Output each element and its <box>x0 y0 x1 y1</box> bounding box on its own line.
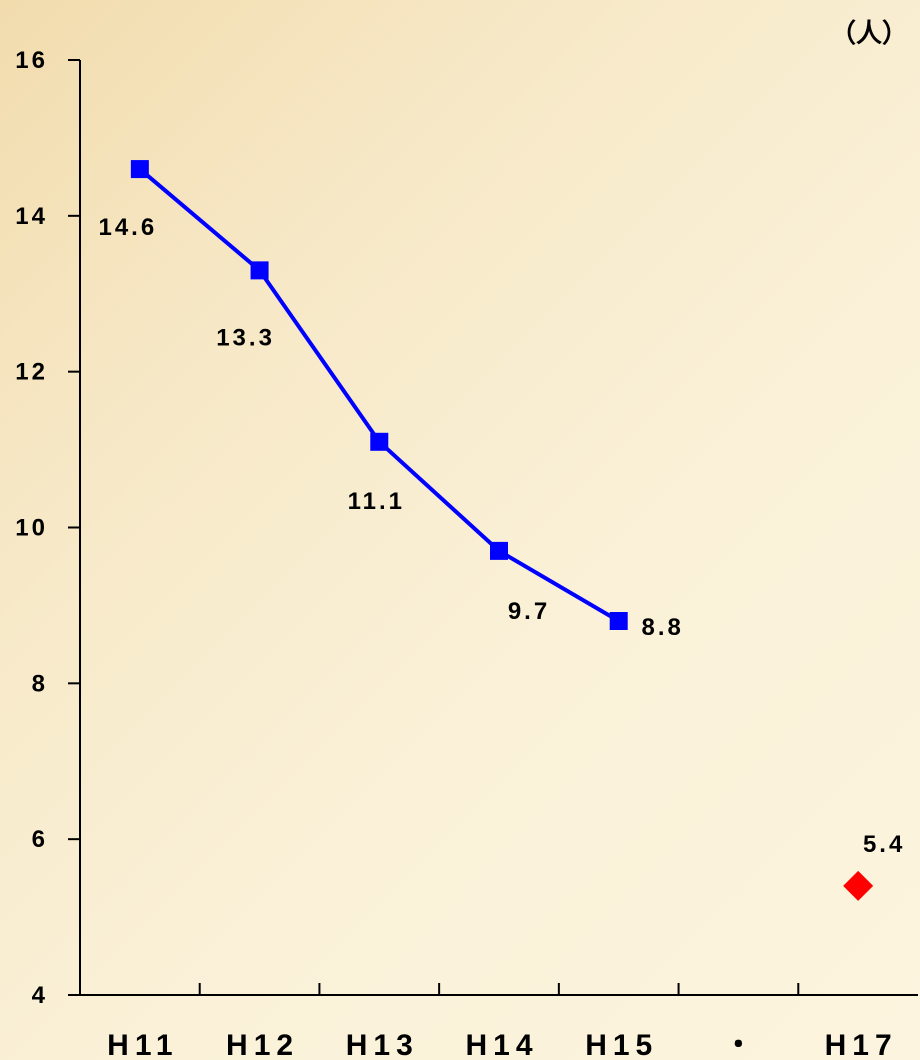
x-axis-ticks: H11 H12 H13 H14 H15 ・ H17 <box>107 983 898 1060</box>
x-tick-label: H15 <box>585 1029 658 1060</box>
x-tick-label: ・ <box>723 1029 759 1060</box>
x-tick-label: H17 <box>825 1029 898 1060</box>
y-axis-ticks: 4 6 8 10 12 14 16 <box>15 47 80 1009</box>
data-point-marker <box>370 432 389 451</box>
data-label: 13.3 <box>216 324 275 351</box>
x-tick-label: H11 <box>107 1029 178 1060</box>
data-label: 14.6 <box>98 214 157 241</box>
series-layer: 14.6 13.3 11.1 9.7 8.8 5.4 <box>98 160 905 901</box>
data-label: 8.8 <box>642 614 684 641</box>
y-tick-label: 12 <box>15 359 48 386</box>
y-tick-label: 10 <box>15 515 48 542</box>
y-tick-label: 8 <box>32 670 48 697</box>
data-point-marker <box>250 261 269 280</box>
y-tick-label: 16 <box>15 47 48 74</box>
y-tick-label: 4 <box>32 982 48 1009</box>
data-label: 5.4 <box>863 831 905 858</box>
data-point-marker <box>609 612 628 630</box>
y-tick-label: 14 <box>15 203 48 230</box>
data-point-marker <box>130 160 149 179</box>
x-tick-label: H12 <box>226 1029 299 1060</box>
data-point-marker <box>490 541 508 560</box>
data-label: 9.7 <box>508 598 550 625</box>
y-axis-unit-label: （人） <box>830 18 908 48</box>
axes <box>79 60 918 996</box>
x-tick-label: H14 <box>465 1029 538 1060</box>
series-1: 14.6 13.3 11.1 9.7 8.8 <box>98 160 684 641</box>
series-line <box>138 167 620 623</box>
x-tick-label: H13 <box>346 1029 419 1060</box>
data-label: 11.1 <box>348 488 405 515</box>
data-point-marker <box>843 870 874 901</box>
y-tick-label: 6 <box>32 826 48 853</box>
series-2: 5.4 <box>843 831 905 901</box>
